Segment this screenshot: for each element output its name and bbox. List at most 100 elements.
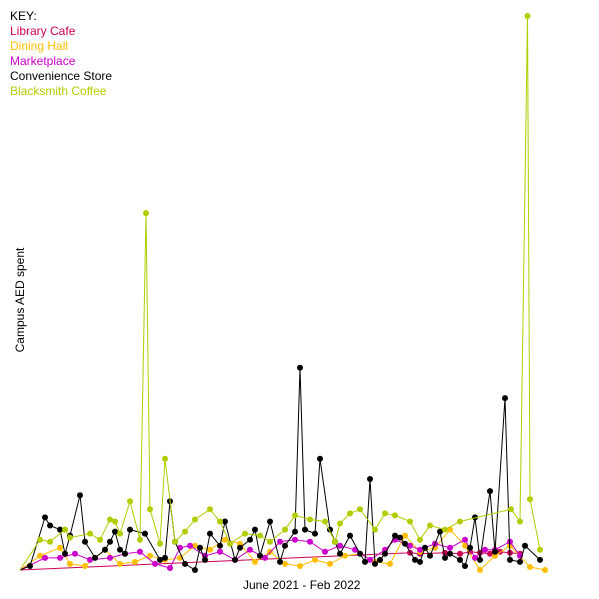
data-point bbox=[97, 536, 103, 543]
data-point bbox=[122, 550, 128, 557]
data-point bbox=[417, 546, 423, 553]
data-point bbox=[502, 395, 508, 402]
data-point bbox=[27, 563, 33, 569]
data-point bbox=[347, 510, 353, 517]
data-point bbox=[157, 556, 163, 563]
data-point bbox=[297, 563, 303, 569]
data-point bbox=[192, 567, 198, 573]
data-point bbox=[487, 488, 493, 495]
legend-items: Library Cafe Dining Hall Marketplace Conven… bbox=[10, 24, 112, 99]
data-point bbox=[402, 532, 408, 539]
data-point bbox=[477, 556, 483, 563]
data-point bbox=[267, 538, 273, 545]
x-axis-label: June 2021 - Feb 2022 bbox=[243, 578, 361, 592]
data-point bbox=[397, 534, 403, 541]
data-point bbox=[442, 526, 448, 533]
data-point bbox=[407, 542, 413, 549]
legend-item: Dining Hall bbox=[10, 39, 69, 53]
data-point bbox=[143, 210, 149, 217]
data-point bbox=[147, 552, 153, 559]
data-point bbox=[137, 548, 143, 555]
legend-item: Marketplace bbox=[10, 54, 76, 68]
data-point bbox=[337, 520, 343, 527]
data-point bbox=[517, 558, 523, 565]
data-point bbox=[107, 554, 113, 561]
data-point bbox=[72, 550, 78, 557]
series-blacksmith-coffee bbox=[19, 13, 543, 571]
data-point bbox=[207, 506, 213, 513]
data-point bbox=[357, 550, 363, 557]
data-point bbox=[142, 530, 148, 537]
data-point bbox=[82, 563, 88, 569]
data-point bbox=[172, 538, 178, 545]
data-point bbox=[302, 526, 308, 533]
data-point bbox=[247, 546, 253, 553]
data-point bbox=[462, 536, 468, 543]
data-point bbox=[382, 550, 388, 557]
data-point bbox=[487, 550, 493, 557]
data-point bbox=[372, 526, 378, 533]
data-point bbox=[522, 542, 528, 549]
data-point bbox=[267, 518, 273, 525]
data-point bbox=[237, 544, 243, 551]
data-point bbox=[157, 540, 163, 547]
data-point bbox=[322, 518, 328, 525]
data-point bbox=[112, 528, 118, 535]
data-point bbox=[217, 548, 223, 555]
data-point bbox=[457, 556, 463, 563]
data-point bbox=[292, 528, 298, 535]
data-point bbox=[422, 544, 428, 551]
legend-title: KEY: bbox=[10, 9, 37, 23]
data-point bbox=[252, 526, 258, 533]
data-point bbox=[57, 526, 63, 533]
data-point bbox=[507, 538, 513, 545]
data-point bbox=[472, 554, 478, 561]
data-point bbox=[457, 518, 463, 525]
data-point bbox=[392, 512, 398, 519]
data-point bbox=[37, 552, 43, 559]
data-point bbox=[247, 536, 253, 543]
data-point bbox=[507, 556, 513, 563]
data-point bbox=[192, 542, 198, 549]
legend-item: Blacksmith Coffee bbox=[10, 84, 107, 98]
data-point bbox=[137, 536, 143, 543]
data-point bbox=[412, 556, 418, 563]
data-point bbox=[492, 548, 498, 555]
data-point bbox=[182, 560, 188, 567]
data-point bbox=[257, 532, 263, 539]
data-point bbox=[392, 532, 398, 539]
legend: KEY: Library Cafe Dining Hall Marketplace C… bbox=[10, 9, 112, 99]
data-point bbox=[222, 536, 228, 543]
data-point bbox=[387, 560, 393, 567]
data-point bbox=[192, 516, 198, 523]
data-point bbox=[312, 530, 318, 537]
data-point bbox=[282, 542, 288, 549]
series-layer bbox=[19, 13, 548, 573]
data-point bbox=[47, 538, 53, 545]
data-point bbox=[442, 554, 448, 561]
data-point bbox=[537, 546, 543, 553]
data-point bbox=[217, 542, 223, 549]
data-point bbox=[437, 528, 443, 535]
data-point bbox=[467, 544, 473, 551]
data-point bbox=[307, 538, 313, 545]
data-point bbox=[277, 558, 283, 565]
data-point bbox=[407, 518, 413, 525]
data-point bbox=[102, 546, 108, 553]
data-point bbox=[132, 558, 138, 565]
data-point bbox=[167, 565, 173, 571]
data-point bbox=[457, 550, 463, 557]
data-point bbox=[62, 550, 68, 557]
data-point bbox=[524, 13, 531, 19]
data-point bbox=[87, 530, 93, 537]
data-point bbox=[477, 567, 483, 573]
data-point bbox=[182, 528, 188, 535]
data-point bbox=[252, 558, 258, 565]
data-point bbox=[337, 542, 343, 549]
data-point bbox=[92, 554, 98, 561]
data-point bbox=[517, 518, 523, 525]
data-point bbox=[462, 542, 468, 549]
data-point bbox=[42, 514, 48, 521]
data-point bbox=[77, 492, 83, 499]
